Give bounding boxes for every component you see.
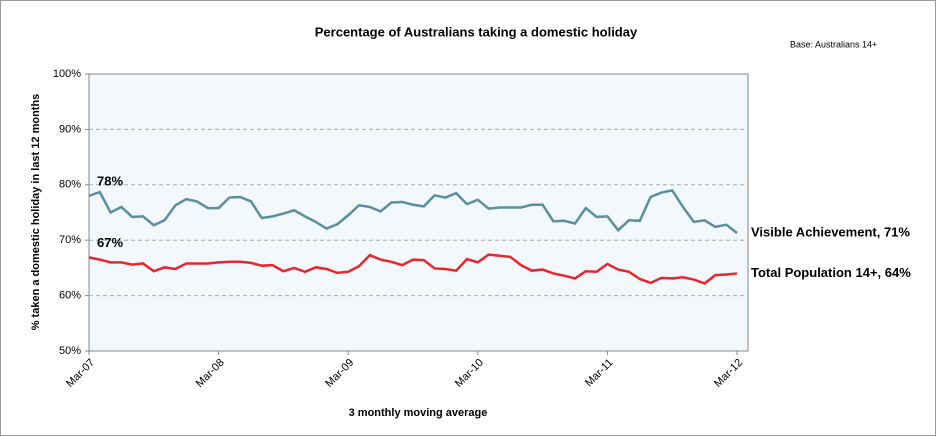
y-tick-label: 100%: [53, 68, 81, 80]
chart-title: Percentage of Australians taking a domes…: [315, 24, 638, 39]
start-label: 78%: [97, 173, 123, 188]
series-label: Visible Achievement, 71%: [751, 224, 910, 239]
y-axis-label: % taken a domestic holiday in last 12 mo…: [30, 94, 42, 331]
y-tick-label: 70%: [59, 234, 81, 246]
x-axis-label: 3 monthly moving average: [349, 407, 488, 419]
y-tick-label: 60%: [59, 290, 81, 302]
y-tick-label: 50%: [59, 345, 81, 357]
series-label: Total Population 14+, 64%: [751, 265, 911, 280]
y-tick-label: 90%: [59, 123, 81, 135]
plot-area: [88, 73, 749, 352]
base-note: Base: Australians 14+: [790, 39, 877, 49]
start-label: 67%: [97, 235, 123, 250]
y-tick-label: 80%: [59, 179, 81, 191]
series-line: [88, 188, 738, 234]
series-line: [88, 253, 738, 285]
